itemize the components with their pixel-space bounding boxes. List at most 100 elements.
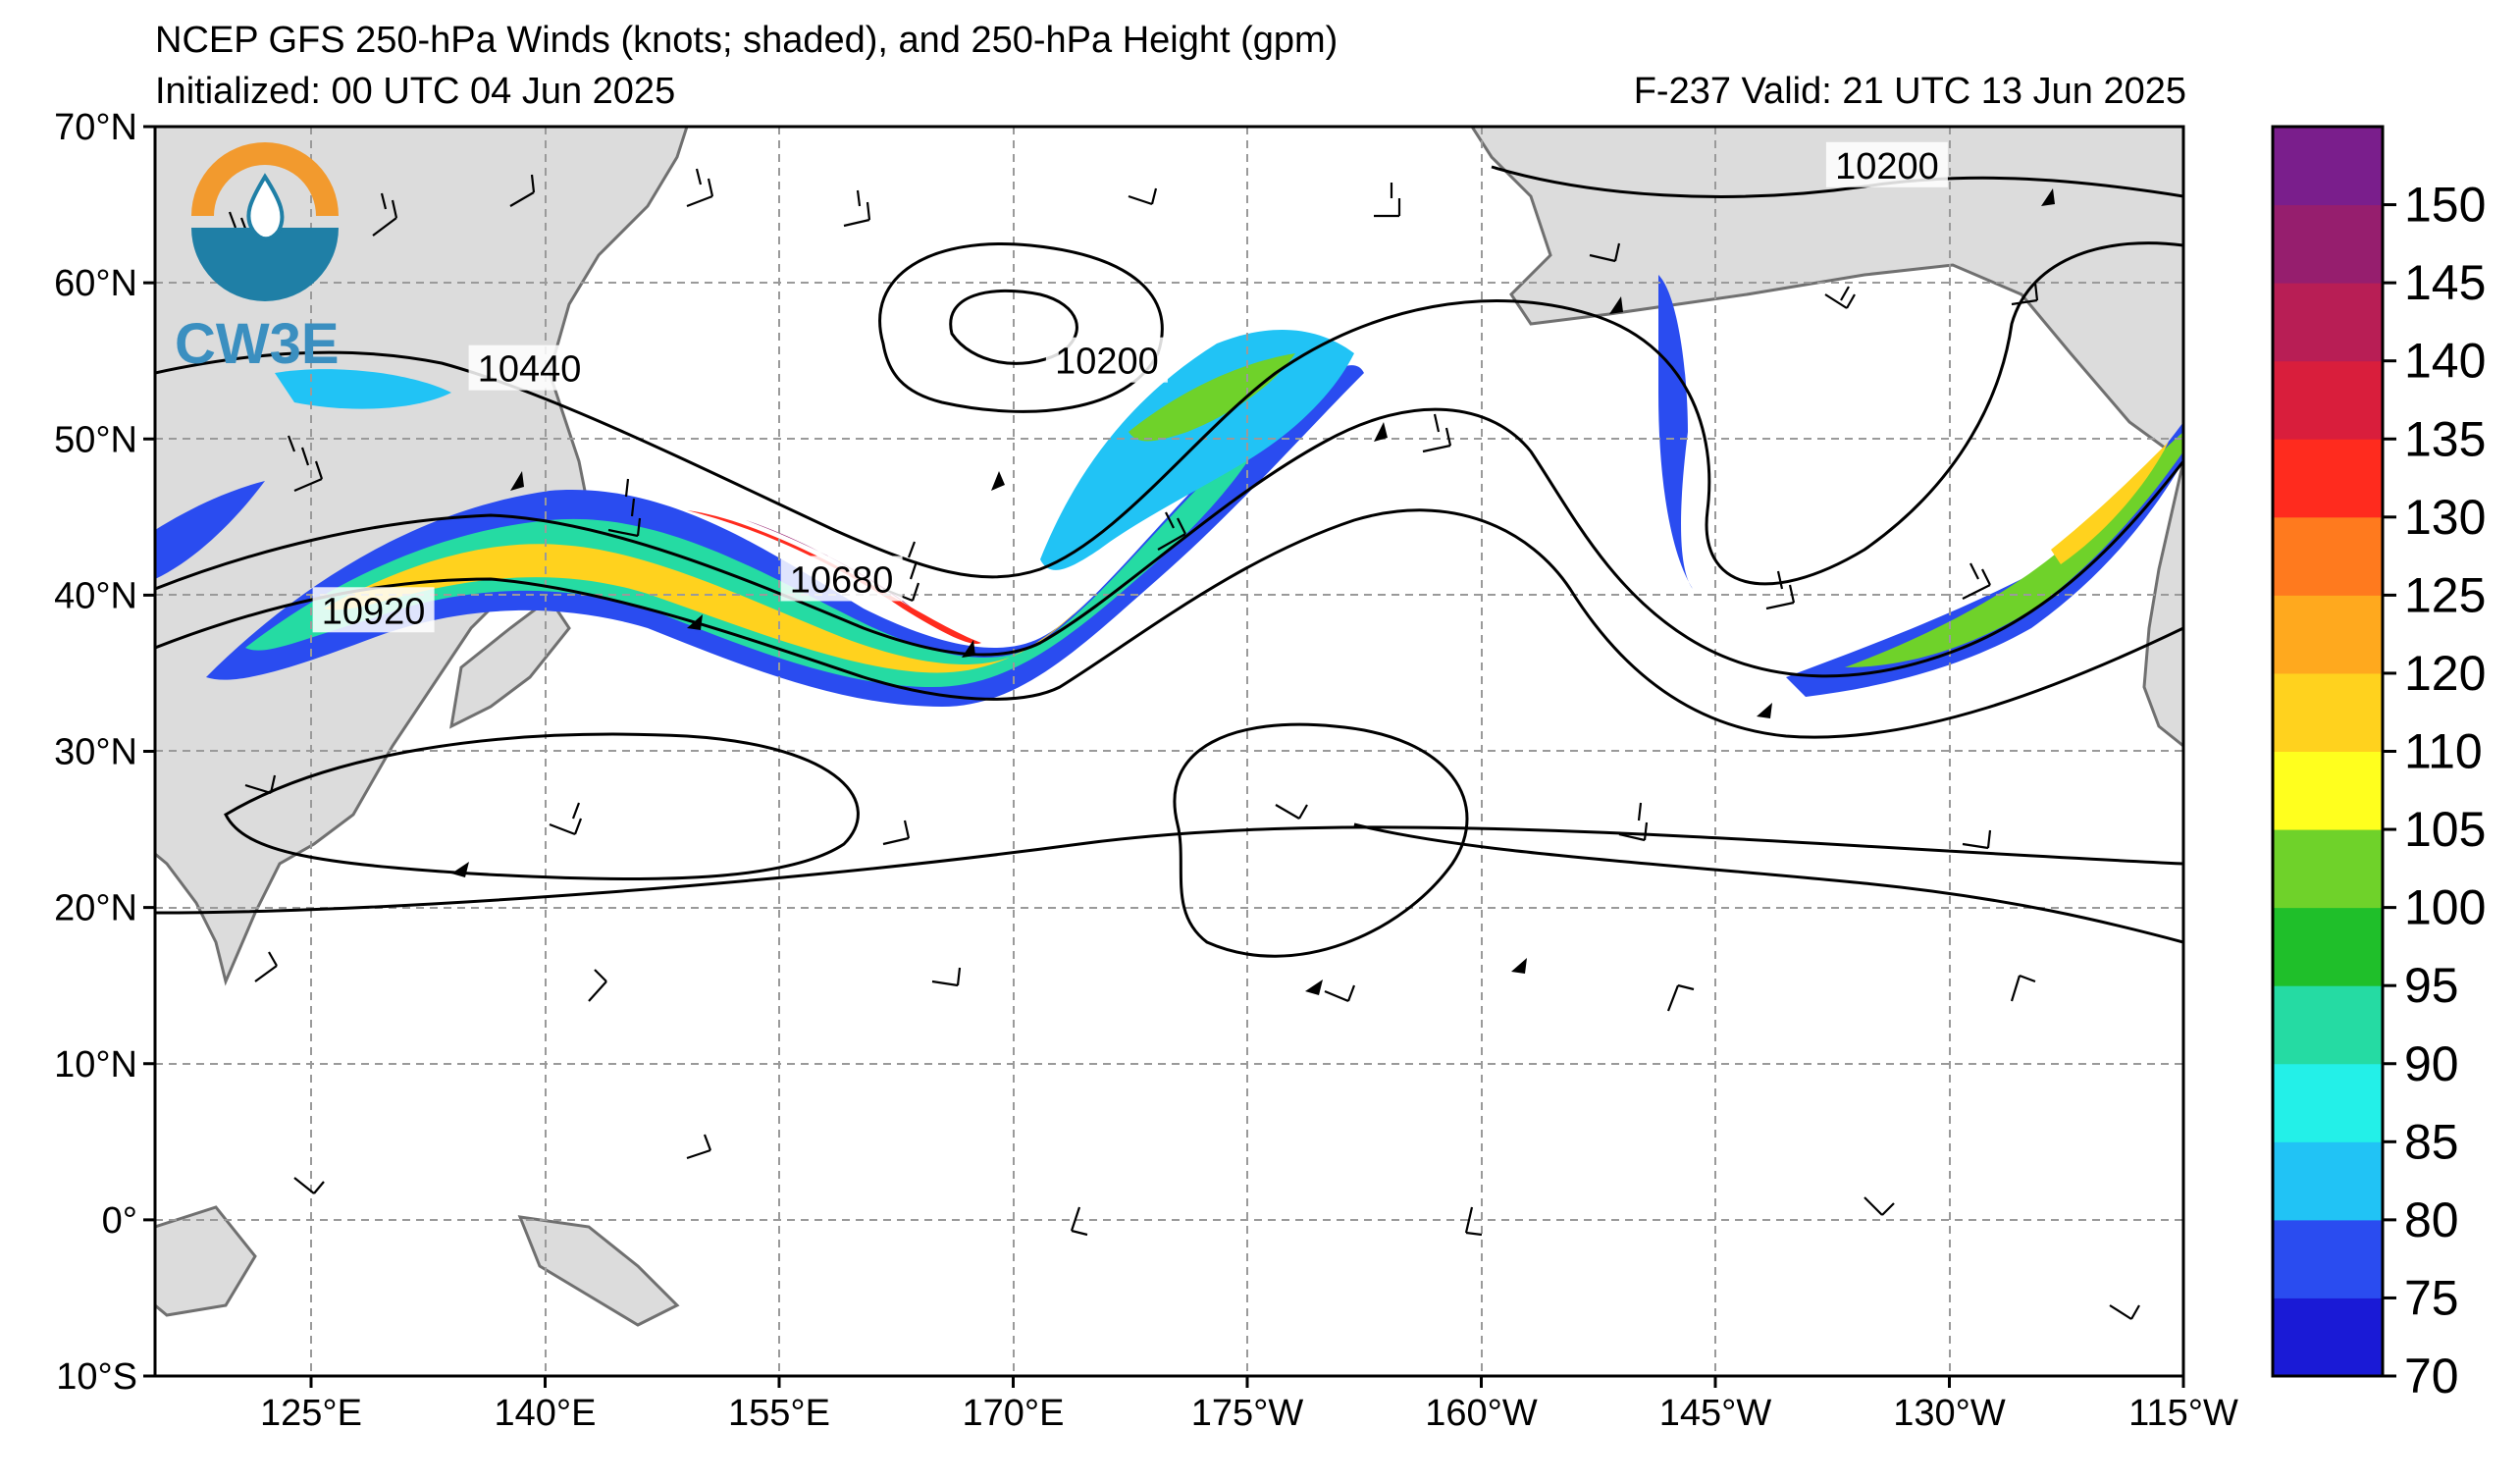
colorbar-segment — [2273, 829, 2383, 909]
wind-barb — [1275, 804, 1308, 820]
colorbar-segment — [2273, 1141, 2383, 1221]
cw3e-logo: CW3E — [175, 142, 340, 376]
pennant-flags — [451, 188, 2055, 995]
jet-alaska-strip — [1658, 275, 1693, 589]
japan-land — [449, 596, 571, 729]
map-title: NCEP GFS 250-hPa Winds (knots; shaded), … — [155, 20, 1339, 61]
wind-barb — [1618, 802, 1649, 842]
lon-tick-label: 140°E — [495, 1393, 597, 1434]
logo-orange-arc — [191, 142, 339, 216]
logo-text: CW3E — [175, 312, 340, 376]
colorbar-tick-label: 120 — [2404, 646, 2486, 701]
colorbar-tick-label: 125 — [2404, 567, 2486, 622]
colorbar-segment — [2273, 360, 2383, 440]
height-contour-subtropical-central — [1173, 722, 1469, 958]
colorbar-tick-label: 80 — [2404, 1192, 2459, 1247]
contour-label: 10200 — [1825, 141, 1948, 187]
wind-barb — [1962, 562, 1991, 600]
colorbar-segment — [2273, 439, 2383, 518]
colorbar-tick-label: 130 — [2404, 490, 2486, 545]
jet-branch-north-green — [1129, 353, 1295, 442]
lon-tick-label: 145°W — [1659, 1393, 1772, 1434]
wind-barb — [1374, 183, 1401, 218]
lon-tick-label: 130°W — [1893, 1393, 2006, 1434]
colorbar-labels: 70 75 80 85 90 95 100 105 110 120 125 130 135 140 145 1… — [2383, 178, 2486, 1404]
wind-barb — [1464, 1206, 1483, 1237]
jet-northwest — [275, 369, 451, 409]
lat-tick-label: 30°N — [54, 732, 137, 773]
wind-barb — [2109, 1304, 2140, 1320]
lat-tick-label: 60°N — [54, 263, 137, 304]
contour-label-text: 10200 — [1835, 146, 1939, 187]
colorbar-segment — [2273, 985, 2383, 1065]
colorbar-tick-label: 135 — [2404, 411, 2486, 466]
colorbar-tick-label: 70 — [2404, 1349, 2459, 1404]
contour-label: 10200 — [1045, 337, 1168, 383]
height-contour-tropical — [1353, 822, 2183, 944]
contour-label: 10440 — [468, 344, 591, 391]
colorbar-segment — [2273, 283, 2383, 362]
colorbar-tick-label: 90 — [2404, 1036, 2459, 1091]
wind-pennant — [962, 640, 975, 658]
colorbar — [2271, 125, 2385, 1378]
lon-tick-label: 125°E — [260, 1393, 362, 1434]
colorbar-tick-label: 110 — [2404, 724, 2483, 779]
wind-pennant — [1609, 296, 1623, 314]
height-contour-10920 — [155, 508, 2183, 739]
logo-droplet-icon — [246, 173, 285, 241]
wind-barb — [1070, 1206, 1088, 1237]
jet-branch-north — [1040, 330, 1354, 570]
wind-barb — [287, 435, 324, 493]
colorbar-segment — [2273, 1219, 2383, 1298]
wind-barb — [686, 168, 714, 208]
wind-barb — [588, 969, 607, 1002]
wind-barb — [293, 1177, 325, 1194]
colorbar-segment — [2273, 672, 2383, 752]
lon-tick-label: 115°W — [2128, 1393, 2238, 1434]
contour-label-text: 10200 — [1055, 342, 1159, 383]
colorbar-segment — [2273, 1063, 2383, 1142]
lat-tick-label: 10°N — [54, 1044, 137, 1086]
init-time: Initialized: 00 UTC 04 Jun 2025 — [155, 71, 676, 112]
colorbar-segment — [2273, 127, 2383, 206]
height-contours — [155, 165, 2183, 958]
colorbar-segment — [2273, 204, 2383, 284]
jet-east — [1786, 422, 2183, 697]
wind-pennant — [1374, 422, 1388, 442]
height-contour-10440 — [155, 241, 2183, 586]
colorbar-tick-label: 140 — [2404, 334, 2486, 389]
colorbar-tick-label: 150 — [2404, 178, 2486, 233]
wind-barb — [1157, 511, 1186, 551]
lon-tick-label: 160°W — [1425, 1393, 1538, 1434]
lon-tick-label: 175°W — [1191, 1393, 1304, 1434]
colorbar-segment — [2273, 516, 2383, 596]
lon-tick-label: 170°E — [963, 1393, 1065, 1434]
wind-barb — [607, 478, 642, 538]
lat-tick-label: 20°N — [54, 888, 137, 929]
wind-barb — [1324, 984, 1356, 1003]
jet-core-west-yellow — [324, 544, 1089, 673]
wind-barb — [931, 967, 962, 987]
colorbar-tick-label: 95 — [2404, 958, 2459, 1013]
wind-pennant — [991, 471, 1005, 491]
valid-time: F-237 Valid: 21 UTC 13 Jun 2025 — [1633, 71, 2186, 112]
contour-label-text: 10440 — [478, 349, 582, 391]
map-plot — [155, 127, 2183, 1376]
wind-barb — [254, 951, 278, 982]
lat-tick-label: 10°S — [56, 1356, 137, 1398]
colorbar-segment — [2273, 751, 2383, 830]
wind-barb — [686, 1134, 712, 1160]
colorbar-tick-label: 145 — [2404, 255, 2486, 310]
wind-barb — [1666, 983, 1695, 1012]
wind-barb — [244, 774, 277, 795]
jet-far-west — [155, 481, 265, 579]
wind-barb — [843, 189, 871, 228]
wind-barb — [1422, 413, 1452, 453]
colorbar-tick-label: 100 — [2404, 880, 2486, 935]
north-america-land — [2142, 460, 2183, 748]
colorbar-tick-label: 105 — [2404, 802, 2486, 857]
colorbar-segment — [2273, 595, 2383, 674]
contour-label: 10680 — [780, 556, 903, 602]
wind-barb — [509, 174, 536, 207]
